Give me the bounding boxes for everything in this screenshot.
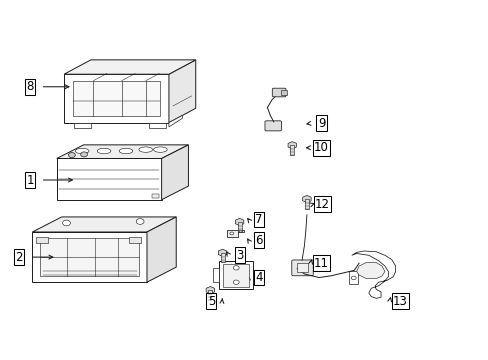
- Bar: [237, 222, 241, 231]
- Polygon shape: [168, 116, 182, 127]
- Text: 4: 4: [255, 271, 263, 284]
- Bar: [223, 264, 249, 287]
- Polygon shape: [32, 217, 176, 232]
- Bar: [213, 268, 219, 282]
- Polygon shape: [64, 60, 195, 74]
- Bar: [74, 123, 91, 128]
- Circle shape: [81, 152, 87, 157]
- Polygon shape: [73, 81, 160, 116]
- Bar: [36, 237, 48, 243]
- Text: 7: 7: [255, 213, 263, 226]
- Text: 10: 10: [313, 141, 328, 154]
- Bar: [149, 123, 166, 128]
- Bar: [297, 263, 307, 272]
- Polygon shape: [161, 145, 188, 200]
- Ellipse shape: [153, 147, 167, 152]
- Circle shape: [350, 276, 355, 280]
- Polygon shape: [351, 251, 395, 298]
- Circle shape: [229, 232, 233, 235]
- Polygon shape: [64, 74, 168, 123]
- Circle shape: [62, 220, 70, 226]
- Polygon shape: [356, 262, 384, 279]
- Text: 6: 6: [255, 234, 263, 247]
- Bar: [129, 237, 141, 243]
- FancyBboxPatch shape: [264, 121, 281, 131]
- Text: 9: 9: [317, 117, 325, 130]
- Bar: [290, 145, 294, 155]
- Bar: [219, 261, 253, 289]
- Text: 12: 12: [314, 198, 329, 211]
- Text: 3: 3: [235, 249, 243, 262]
- Bar: [305, 199, 308, 209]
- Polygon shape: [147, 217, 176, 282]
- Polygon shape: [57, 158, 161, 200]
- FancyBboxPatch shape: [291, 260, 313, 276]
- Text: 8: 8: [26, 80, 34, 93]
- Text: 11: 11: [313, 257, 328, 270]
- Circle shape: [239, 230, 242, 232]
- Circle shape: [233, 266, 239, 270]
- Circle shape: [136, 219, 144, 224]
- Text: 13: 13: [392, 295, 407, 308]
- Bar: [281, 90, 286, 95]
- Circle shape: [68, 153, 75, 158]
- Text: 5: 5: [207, 295, 215, 308]
- Ellipse shape: [75, 148, 89, 154]
- Bar: [220, 253, 224, 262]
- Text: 1: 1: [26, 174, 34, 186]
- Polygon shape: [168, 60, 195, 123]
- Ellipse shape: [139, 147, 152, 152]
- FancyBboxPatch shape: [272, 88, 285, 97]
- Text: 2: 2: [16, 251, 23, 264]
- Polygon shape: [40, 238, 139, 276]
- Ellipse shape: [119, 148, 133, 154]
- Circle shape: [233, 280, 239, 284]
- Polygon shape: [57, 145, 188, 158]
- Ellipse shape: [97, 148, 111, 154]
- Polygon shape: [226, 230, 244, 237]
- Bar: [348, 271, 357, 284]
- Bar: [152, 194, 159, 198]
- Polygon shape: [32, 232, 147, 282]
- Bar: [208, 290, 212, 300]
